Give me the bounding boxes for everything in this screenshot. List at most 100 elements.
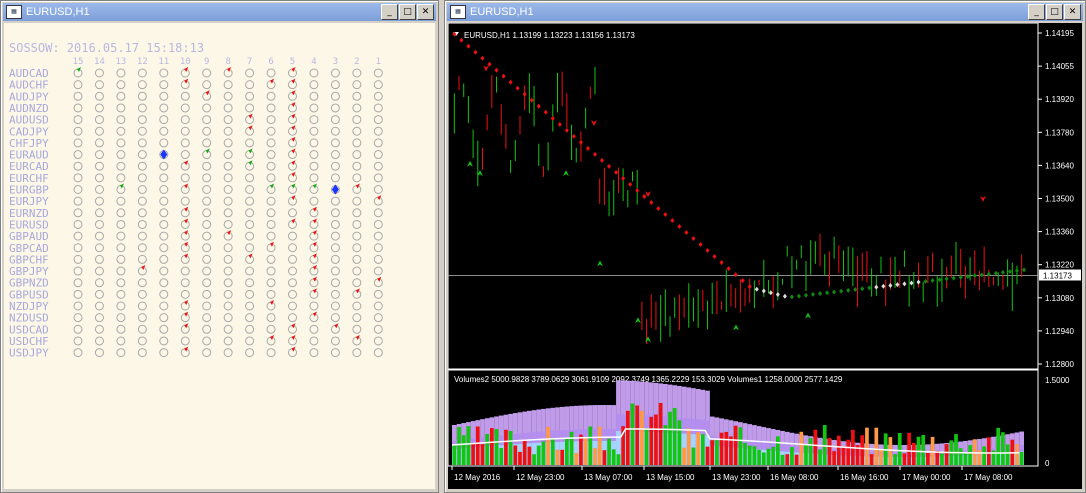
trail-dot (663, 211, 668, 217)
price-chart[interactable]: EURUSD,H1 1.13199 1.13223 1.13156 1.1317… (447, 22, 1082, 489)
chart-area[interactable]: EURUSD,H1 1.13199 1.13223 1.13156 1.1317… (447, 22, 1082, 489)
signal-circle (73, 301, 83, 311)
signal-circle (266, 115, 276, 125)
signal-circle (137, 138, 147, 148)
signal-circle (245, 103, 255, 113)
pair-label: CADJPY (9, 125, 49, 138)
signal-circle (137, 254, 147, 264)
trail-dot (782, 293, 787, 299)
signal-circle (330, 115, 340, 125)
volume-bar (490, 428, 494, 465)
volume-bar (677, 420, 682, 465)
volume-bar (700, 434, 705, 465)
time-label: 13 May 07:00 (584, 473, 633, 482)
volume-bar (897, 433, 902, 465)
volume-bar (869, 454, 874, 465)
volume-bar (658, 402, 663, 465)
tick-marker (377, 276, 382, 282)
signal-circle (94, 254, 104, 264)
signal-circle (137, 301, 147, 311)
volume-bar (536, 445, 541, 465)
right-titlebar[interactable]: ▦ EURUSD,H1 _ □ ✕ (447, 3, 1083, 21)
signal-circle (94, 278, 104, 288)
price-label: 1.13360 (1045, 228, 1074, 237)
signal-circle (73, 91, 83, 101)
trail-dot (993, 270, 998, 276)
volume-bar (499, 447, 504, 465)
time-label: 13 May 23:00 (712, 473, 761, 482)
pair-label: AUDCAD (9, 67, 49, 80)
signal-circle (352, 208, 362, 218)
volume-bar (879, 449, 883, 465)
close-button[interactable]: ✕ (417, 4, 434, 20)
close-button[interactable]: ✕ (1064, 4, 1081, 20)
maximize-button[interactable]: □ (1046, 4, 1063, 20)
volume-bar (513, 445, 518, 465)
volume-bar (672, 408, 677, 465)
trail-dot (452, 31, 457, 37)
signal-circle (73, 336, 83, 346)
signal-circle (180, 91, 190, 101)
trail-dot (832, 289, 837, 295)
signal-circle (202, 231, 212, 241)
signal-circle (73, 208, 83, 218)
signal-circle (223, 301, 233, 311)
signal-circle (245, 348, 255, 358)
signal-circle (330, 91, 340, 101)
volume-bar (874, 427, 879, 465)
volume-bar (560, 449, 565, 465)
trail-dot (480, 55, 485, 61)
signal-circle (330, 173, 340, 183)
minimize-button[interactable]: _ (381, 4, 398, 20)
trail-dot (881, 283, 886, 289)
signal-circle (352, 254, 362, 264)
volume-bar (719, 432, 724, 465)
signal-circle (137, 115, 147, 125)
signal-circle (373, 231, 383, 241)
signal-circle (266, 138, 276, 148)
trail-dot (670, 217, 675, 223)
tick-marker (312, 253, 317, 259)
signal-circle (352, 103, 362, 113)
volume-bar (630, 403, 635, 465)
signal-circle (94, 219, 104, 229)
maximize-button[interactable]: □ (399, 4, 416, 20)
signal-circle (116, 115, 126, 125)
signal-circle (116, 336, 126, 346)
volume-bar (860, 435, 865, 465)
signal-circle (202, 196, 212, 206)
signal-circle (223, 126, 233, 136)
signal-circle (73, 80, 83, 90)
time-label: 12 May 23:00 (516, 473, 565, 482)
pair-label: GBPCHF (9, 253, 49, 266)
signal-circle (223, 243, 233, 253)
signal-circle (330, 254, 340, 264)
volume-bar (766, 448, 771, 465)
column-label: 9 (204, 57, 209, 67)
signal-circle (73, 231, 83, 241)
signal-circle (159, 301, 169, 311)
signal-circle (330, 289, 340, 299)
trail-dot (768, 290, 773, 296)
volume-bar (785, 454, 790, 465)
signal-arrow (635, 317, 641, 324)
volume-bar (457, 426, 461, 465)
trail-dot (593, 151, 597, 157)
pair-label: EURJPY (9, 195, 49, 208)
signal-circle (352, 243, 362, 253)
signal-circle (245, 301, 255, 311)
signal-circle (159, 80, 169, 90)
left-titlebar[interactable]: ▦ EURUSD,H1 _ □ ✕ (3, 3, 436, 21)
time-label: 17 May 08:00 (964, 473, 1013, 482)
signal-circle (202, 208, 212, 218)
minimize-button[interactable]: _ (1028, 4, 1045, 20)
trail-dot (951, 275, 956, 281)
price-label: 1.12940 (1045, 327, 1074, 336)
trail-dot (937, 277, 942, 283)
volume-bar (602, 450, 607, 465)
signal-circle (288, 301, 297, 311)
signal-circle (202, 278, 212, 288)
signal-circle (245, 336, 255, 346)
price-label: 1.13080 (1045, 294, 1074, 303)
volume-bar (804, 444, 808, 465)
